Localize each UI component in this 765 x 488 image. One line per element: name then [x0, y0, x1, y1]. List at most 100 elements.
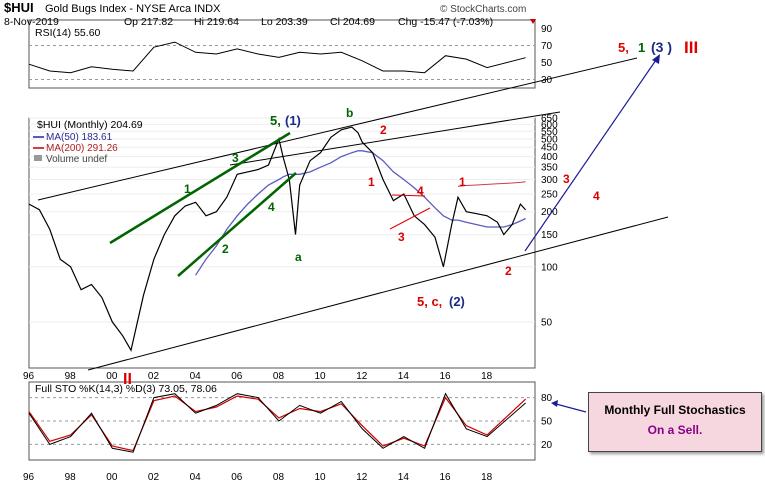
sto-xtick-06: 06: [231, 472, 243, 483]
wave-bottom-line: [177, 172, 297, 277]
sto-xtick-96: 96: [23, 472, 35, 483]
sto-xtick-08: 08: [273, 472, 285, 483]
price-xtick-16: 16: [440, 371, 452, 382]
price-tick-50: 50: [541, 317, 553, 328]
upper-channel-line: [37, 57, 638, 201]
price-layer: 5010015020025030035040045050055060065096…: [23, 114, 558, 383]
wave-1-label: 1: [184, 182, 191, 196]
mid-channel-line: [229, 111, 561, 166]
price-xtick-14: 14: [398, 371, 410, 382]
roman-iii-label: III: [684, 38, 698, 57]
price-xtick-10: 10: [315, 371, 327, 382]
lower-channel-line: [87, 216, 669, 371]
price-tick-450: 450: [541, 143, 558, 154]
chart-name: Gold Bugs Index - NYSE Arca INDX: [45, 3, 221, 15]
sto-xtick-98: 98: [65, 472, 77, 483]
rsi-title: RSI(14) 55.60: [35, 27, 101, 39]
wave-top-line: [109, 131, 291, 245]
price-xtick-02: 02: [148, 371, 160, 382]
rsi-tick-30: 30: [541, 75, 553, 86]
price-xtick-12: 12: [356, 371, 368, 382]
sto-d-line: [28, 395, 527, 452]
stochastics-callout: Monthly Full Stochastics On a Sell.: [588, 392, 762, 452]
sto-xtick-12: 12: [356, 472, 368, 483]
sto-xtick-00: 00: [106, 472, 118, 483]
price-xtick-00: 00: [106, 371, 118, 382]
ma200-legend: MA(200) 291.26: [46, 143, 118, 154]
red-1-label: 1: [368, 175, 375, 189]
price-xtick-18: 18: [481, 371, 493, 382]
price-tick-650: 650: [541, 114, 558, 125]
wave-4-label: 4: [268, 200, 275, 214]
price-xtick-04: 04: [190, 371, 202, 382]
sto-xtick-18: 18: [481, 472, 493, 483]
callout-line-1: Monthly Full Stochastics: [604, 403, 746, 417]
price-title: $HUI (Monthly) 204.69: [37, 119, 143, 131]
red-1b-label: 1: [459, 175, 466, 189]
top-3-label: (3 ): [651, 39, 672, 55]
price-tick-250: 250: [541, 190, 558, 201]
price-tick-100: 100: [541, 262, 558, 273]
wave-b-label: b: [346, 106, 353, 120]
chg-value: Chg -15.47 (-7.03%): [398, 16, 493, 28]
rsi-tick-70: 70: [541, 41, 553, 52]
lo-value: Lo 203.39: [261, 16, 308, 28]
price-tick-200: 200: [541, 207, 558, 218]
sto-layer: 20 50 80 96 98 00 02 04 06 08 10 12 14 16 18: [23, 392, 553, 483]
callout-arrowhead: [551, 400, 558, 407]
sto-tick-50: 50: [541, 417, 553, 428]
price-tick-500: 500: [541, 134, 558, 145]
price-tick-350: 350: [541, 163, 558, 174]
red-4b-label: 4: [593, 189, 600, 203]
sto-tick-20: 20: [541, 440, 553, 451]
ma50-legend: MA(50) 183.61: [46, 132, 113, 143]
price-tick-600: 600: [541, 120, 558, 131]
wave-a-label: a: [295, 250, 302, 264]
red-2b-label: 2: [505, 264, 512, 278]
wave-2-paren-label: (2): [449, 294, 465, 309]
rsi-tick-50: 50: [541, 58, 553, 69]
callout-line-2: On a Sell.: [647, 423, 703, 437]
wave-3-label: 3: [232, 151, 239, 165]
price-xtick-98: 98: [65, 371, 77, 382]
chart-date: 8-Nov-2019: [4, 16, 59, 28]
sto-k-line: [28, 392, 526, 453]
sto-xtick-02: 02: [148, 472, 160, 483]
sto-xtick-10: 10: [315, 472, 327, 483]
red-4-label: 4: [417, 184, 424, 198]
cl-value: Cl 204.69: [330, 16, 375, 28]
sto-xtick-04: 04: [190, 472, 202, 483]
wave3-line: [389, 207, 431, 230]
wave-5-label: 5,: [270, 113, 281, 128]
rsi-line: [28, 41, 526, 74]
volume-legend: Volume undef: [46, 154, 107, 165]
top-5-label: 5,: [618, 40, 629, 55]
rsi-panel: [28, 19, 536, 89]
projection-arrowhead: [652, 54, 660, 64]
sto-tick-80: 80: [541, 393, 553, 404]
price-xtick-08: 08: [273, 371, 285, 382]
price-line: [28, 126, 527, 352]
red-3b-label: 3: [563, 172, 570, 186]
rsi-layer: 30 50 70 90: [28, 24, 553, 86]
wave-1-paren-label: (1): [285, 113, 301, 128]
sto-xtick-16: 16: [440, 472, 452, 483]
red-3-label: 3: [398, 230, 405, 244]
top-1-label: 1: [638, 40, 645, 55]
wave-c-label: 5, c,: [417, 294, 442, 309]
sto-xtick-14: 14: [398, 472, 410, 483]
down-arrow-icon: [530, 19, 536, 24]
price-tick-150: 150: [541, 230, 558, 241]
hi-value: Hi 219.64: [194, 16, 239, 28]
projection-arrow: [524, 59, 657, 252]
price-xtick-96: 96: [23, 371, 35, 382]
ma200-line: [457, 181, 526, 187]
red-2-top-label: 2: [380, 123, 387, 137]
volume-legend-swatch: [34, 155, 42, 161]
wave4-line: [391, 194, 426, 197]
op-value: Op 217.82: [124, 16, 173, 28]
chart-symbol: $HUI: [4, 0, 34, 15]
price-tick-300: 300: [541, 175, 558, 186]
watermark: © StockCharts.com: [440, 4, 526, 15]
sto-title: Full STO %K(14,3) %D(3) 73.05, 78.06: [35, 383, 217, 395]
